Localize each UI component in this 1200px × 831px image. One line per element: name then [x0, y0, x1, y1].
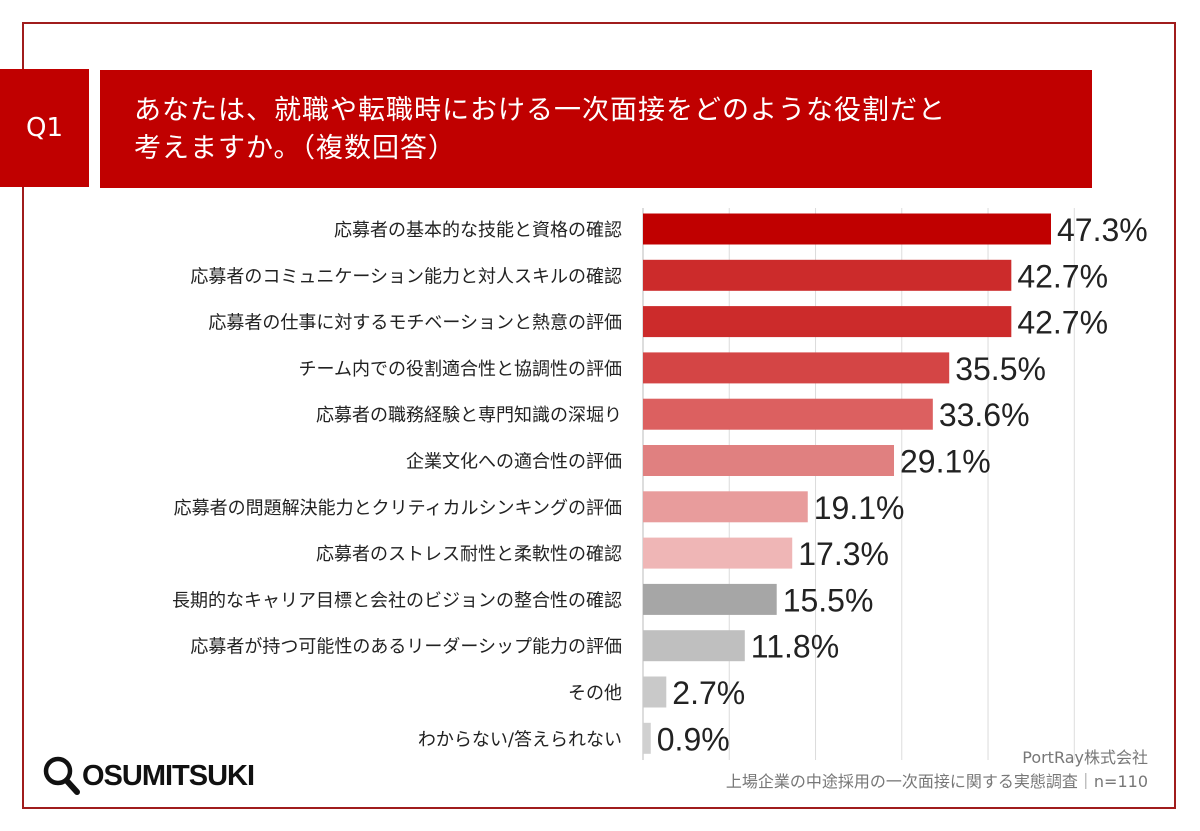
category-label: その他 — [568, 683, 622, 704]
source-survey: 上場企業の中途採用の一次面接に関する実態調査｜n=110 — [725, 772, 1148, 791]
frame-border — [22, 22, 1176, 809]
category-label: 応募者の職務経験と専門知識の深堀り — [316, 405, 622, 426]
bar — [643, 630, 745, 662]
bar — [643, 445, 895, 476]
question-number: Q1 — [0, 69, 89, 187]
data-label: 0.9% — [657, 721, 730, 757]
bar — [643, 491, 808, 523]
bar — [643, 537, 793, 569]
bar — [643, 306, 1012, 338]
category-label: 企業文化への適合性の評価 — [406, 452, 622, 473]
data-label: 2.7% — [672, 675, 745, 711]
data-label: 11.8% — [751, 629, 839, 665]
data-label: 42.7% — [1017, 305, 1108, 341]
logo: OSUMITSUKI — [42, 755, 255, 797]
category-label: 応募者のコミュニケーション能力と対人スキルの確認 — [190, 266, 622, 287]
data-label: 35.5% — [955, 351, 1046, 387]
data-label: 33.6% — [939, 397, 1030, 433]
bar — [643, 213, 1051, 245]
data-label: 47.3% — [1057, 212, 1148, 248]
category-label: 応募者の基本的な技能と資格の確認 — [334, 220, 622, 241]
category-label: チーム内での役割適合性と協調性の評価 — [299, 359, 622, 380]
source-company: PortRay株式会社 — [1022, 748, 1148, 767]
data-label: 29.1% — [900, 444, 991, 480]
category-label: 長期的なキャリア目標と会社のビジョンの整合性の確認 — [172, 590, 622, 611]
category-label: 応募者のストレス耐性と柔軟性の確認 — [316, 544, 622, 565]
category-label: 応募者が持つ可能性のあるリーダーシップ能力の評価 — [190, 637, 622, 658]
data-label: 15.5% — [783, 582, 874, 618]
title-line-1: あなたは、就職や転職時における一次面接をどのような役割だと — [134, 95, 946, 126]
category-label: 応募者の問題解決能力とクリティカルシンキングの評価 — [174, 498, 622, 519]
question-title: あなたは、就職や転職時における一次面接をどのような役割だと 考えますか。（複数回… — [100, 70, 1092, 188]
logo-text: OSUMITSUKI — [82, 759, 255, 792]
title-line-2: 考えますか。（複数回答） — [134, 133, 456, 164]
bar — [643, 676, 667, 708]
data-label: 19.1% — [814, 490, 905, 526]
data-label: 17.3% — [798, 536, 889, 572]
data-label: 42.7% — [1017, 258, 1108, 294]
bar — [643, 583, 777, 615]
category-label: 応募者の仕事に対するモチベーションと熱意の評価 — [208, 313, 622, 334]
bar — [643, 259, 1012, 291]
bar — [643, 722, 651, 754]
magnifier-icon — [43, 756, 80, 795]
bar — [643, 352, 950, 384]
bar — [643, 398, 933, 430]
category-label: わからない/答えられない — [418, 729, 622, 750]
